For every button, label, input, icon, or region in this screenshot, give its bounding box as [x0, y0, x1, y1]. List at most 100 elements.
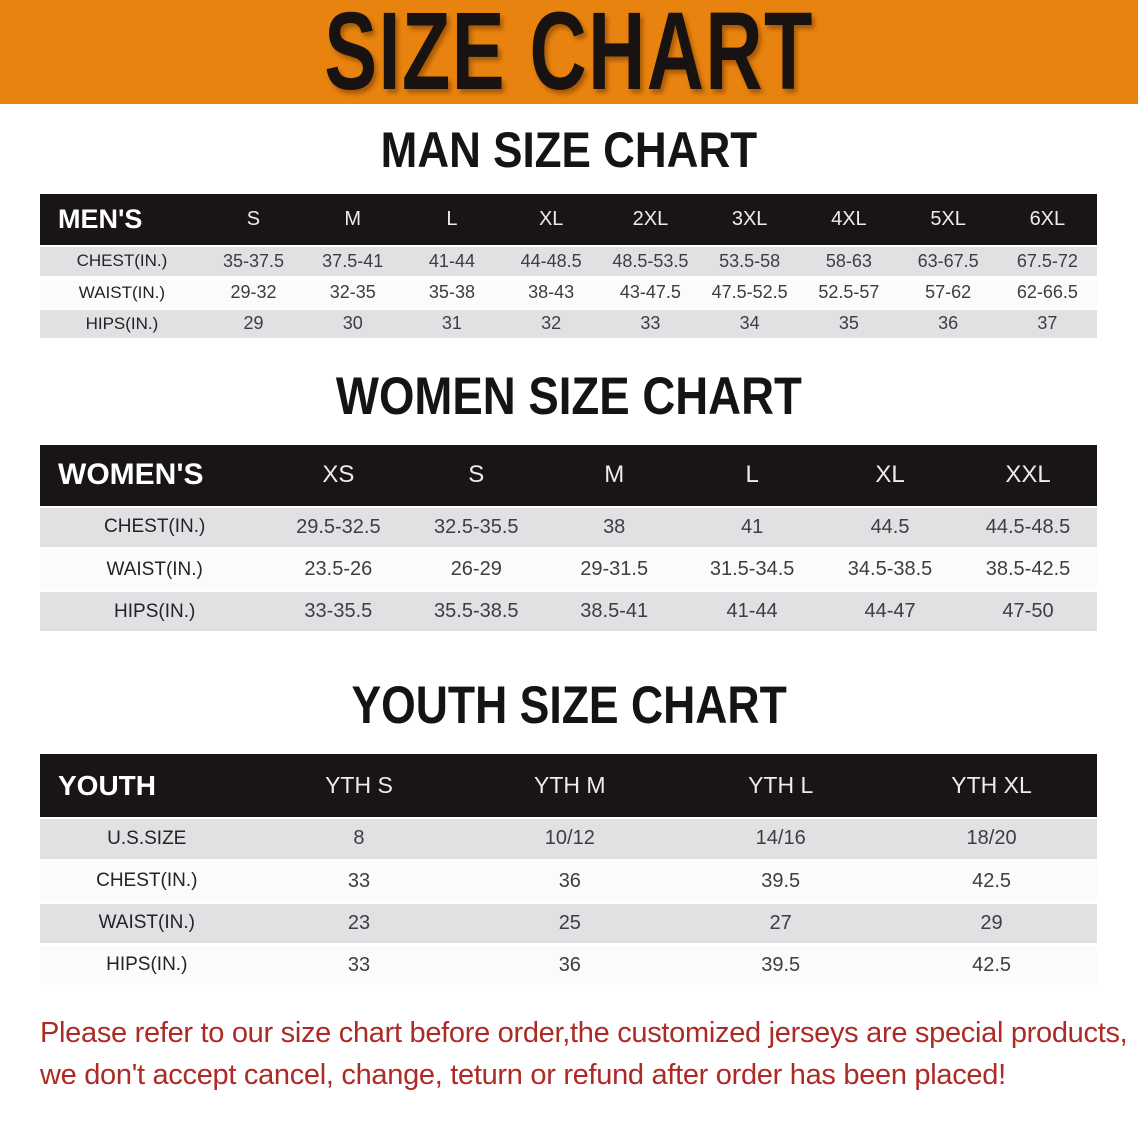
measurement-value: 43-47.5	[619, 282, 681, 302]
women-size-table: WOMEN'S XS S M L XL XXL CHEST(IN.) 29.5-32.5 32.5…	[40, 444, 1097, 635]
measurement-value: 26-29	[450, 558, 502, 580]
measurement-value: 67.5-72	[1016, 250, 1078, 271]
order-notice: Please refer to our size chart before or…	[40, 1012, 1138, 1096]
measurement-value: 41-44	[428, 250, 475, 271]
size-column-header: M	[344, 208, 362, 230]
measurement-value: 58-63	[825, 250, 872, 271]
measurement-label: WAIST(IN.)	[98, 912, 195, 933]
measurement-value: 44.5	[870, 515, 910, 538]
measurement-value: 33	[347, 953, 371, 976]
measurement-value: 42.5	[972, 953, 1012, 976]
measurement-value: 37.5-41	[322, 250, 384, 271]
measurement-row: WAIST(IN.) 29-32 32-35 35-38 38-43 43-47.5 47.…	[40, 277, 1097, 308]
measurement-value: 10/12	[544, 827, 595, 850]
measurement-value: 38.5-41	[580, 600, 649, 622]
measurement-label: HIPS(IN.)	[114, 600, 196, 622]
measurement-row: CHEST(IN.) 29.5-32.5 32.5-35.5 38 41 44.5 44.5…	[40, 506, 1097, 549]
measurement-value: 35.5-38.5	[434, 600, 519, 622]
measurement-value: 38	[603, 515, 626, 538]
measurement-value: 47-50	[1002, 600, 1054, 622]
youth-section-title: YOUTH SIZE CHART	[351, 676, 787, 735]
size-chart-banner: SIZE CHART	[0, 0, 1138, 104]
measurement-value: 42.5	[972, 869, 1012, 892]
table-group-label: YOUTH	[58, 769, 156, 801]
measurement-value: 37	[1037, 313, 1058, 333]
measurement-row: HIPS(IN.) 33-35.5 35.5-38.5 38.5-41 41-44 44-…	[40, 590, 1097, 633]
size-column-header: XL	[875, 461, 905, 488]
measurement-value: 47.5-52.5	[711, 282, 788, 302]
measurement-value: 33-35.5	[304, 600, 373, 622]
measurement-value: 38.5-42.5	[985, 558, 1071, 580]
size-column-header: YTH XL	[951, 772, 1032, 798]
measurement-value: 44-47	[864, 600, 916, 622]
measurement-label: WAIST(IN.)	[106, 558, 203, 580]
measurement-value: 29-31.5	[580, 558, 649, 580]
measurement-value: 48.5-53.5	[612, 250, 689, 271]
size-column-header: L	[745, 461, 759, 488]
measurement-label: HIPS(IN.)	[106, 954, 188, 975]
measurement-value: 25	[558, 911, 581, 934]
measurement-value: 35-37.5	[222, 250, 284, 271]
youth-size-table: YOUTH YTH S YTH M YTH L YTH XL U.S.SIZE 8 10/12…	[40, 754, 1097, 988]
measurement-row: U.S.SIZE 8 10/12 14/16 18/20	[40, 818, 1097, 860]
size-column-header: YTH L	[748, 772, 814, 798]
size-column-header: S	[468, 461, 485, 488]
men-size-table: MEN'S S M L XL 2XL 3XL 4XL 5XL 6XL CHEST(IN.) 35-37…	[40, 194, 1097, 341]
size-column-header: YTH S	[325, 772, 393, 798]
measurement-value: 29-32	[230, 282, 277, 302]
measurement-row: CHEST(IN.) 33 36 39.5 42.5	[40, 860, 1097, 902]
measurement-row: CHEST(IN.) 35-37.5 37.5-41 41-44 44-48.5 48.5…	[40, 246, 1097, 277]
measurement-row: HIPS(IN.) 29 30 31 32 33 34 35 36 37	[40, 308, 1097, 339]
measurement-value: 23	[347, 911, 371, 934]
measurement-value: 8	[353, 827, 365, 850]
measurement-value: 32-35	[329, 282, 376, 302]
size-column-header: XS	[322, 461, 355, 488]
measurement-label: WAIST(IN.)	[78, 282, 166, 302]
measurement-value: 18/20	[966, 827, 1017, 850]
table-group-label: WOMEN'S	[58, 458, 204, 491]
measurement-value: 38-43	[528, 282, 575, 302]
measurement-value: 36	[938, 313, 959, 333]
measurement-value: 57-62	[925, 282, 972, 302]
measurement-row: WAIST(IN.) 23.5-26 26-29 29-31.5 31.5-34.5 34…	[40, 548, 1097, 591]
measurement-label: U.S.SIZE	[107, 827, 187, 849]
measurement-label: CHEST(IN.)	[104, 516, 206, 538]
size-column-header: L	[446, 208, 458, 230]
women-size-section: WOMEN SIZE CHART WOMEN'S XS S M L XL XXL CHEST(…	[0, 366, 1138, 635]
measurement-row: WAIST(IN.) 23 25 27 29	[40, 902, 1097, 944]
measurement-value: 29.5-32.5	[296, 515, 381, 538]
women-section-title: WOMEN SIZE CHART	[336, 366, 802, 426]
banner-title: SIZE CHART	[324, 0, 814, 104]
measurement-value: 44-48.5	[520, 250, 582, 271]
measurement-value: 32	[541, 313, 562, 333]
measurement-value: 39.5	[761, 869, 801, 892]
measurement-label: CHEST(IN.)	[76, 251, 168, 271]
measurement-value: 30	[342, 313, 363, 333]
measurement-value: 35	[838, 313, 859, 333]
measurement-value: 41	[740, 515, 764, 538]
size-column-header: 5XL	[930, 208, 966, 230]
size-column-header: XL	[538, 208, 564, 230]
youth-size-section: YOUTH SIZE CHART YOUTH YTH S YTH M YTH L YTH…	[0, 676, 1138, 988]
measurement-label: CHEST(IN.)	[96, 870, 198, 891]
measurement-value: 53.5-58	[719, 250, 781, 271]
measurement-value: 36	[558, 869, 581, 892]
measurement-value: 34.5-38.5	[847, 558, 933, 580]
measurement-value: 31.5-34.5	[709, 558, 795, 580]
measurement-value: 14/16	[755, 827, 806, 850]
men-size-section: MAN SIZE CHART MEN'S S M L XL 2XL 3XL 4XL 5XL 6XL…	[0, 124, 1138, 341]
size-column-header: 3XL	[731, 208, 768, 230]
measurement-value: 44.5-48.5	[985, 515, 1071, 538]
size-column-header: YTH M	[534, 772, 606, 798]
measurement-value: 31	[441, 313, 462, 333]
measurement-value: 41-44	[726, 600, 778, 622]
order-notice-line-1: Please refer to our size chart before or…	[40, 1016, 1128, 1049]
order-notice-line-2: we don't accept cancel, change, teturn o…	[40, 1058, 1006, 1091]
table-group-label: MEN'S	[58, 204, 143, 234]
measurement-value: 29	[243, 313, 264, 333]
measurement-value: 34	[739, 313, 760, 333]
measurement-value: 63-67.5	[917, 250, 979, 271]
size-column-header: M	[604, 461, 625, 488]
measurement-label: HIPS(IN.)	[85, 313, 159, 333]
size-column-header: 6XL	[1029, 208, 1066, 230]
